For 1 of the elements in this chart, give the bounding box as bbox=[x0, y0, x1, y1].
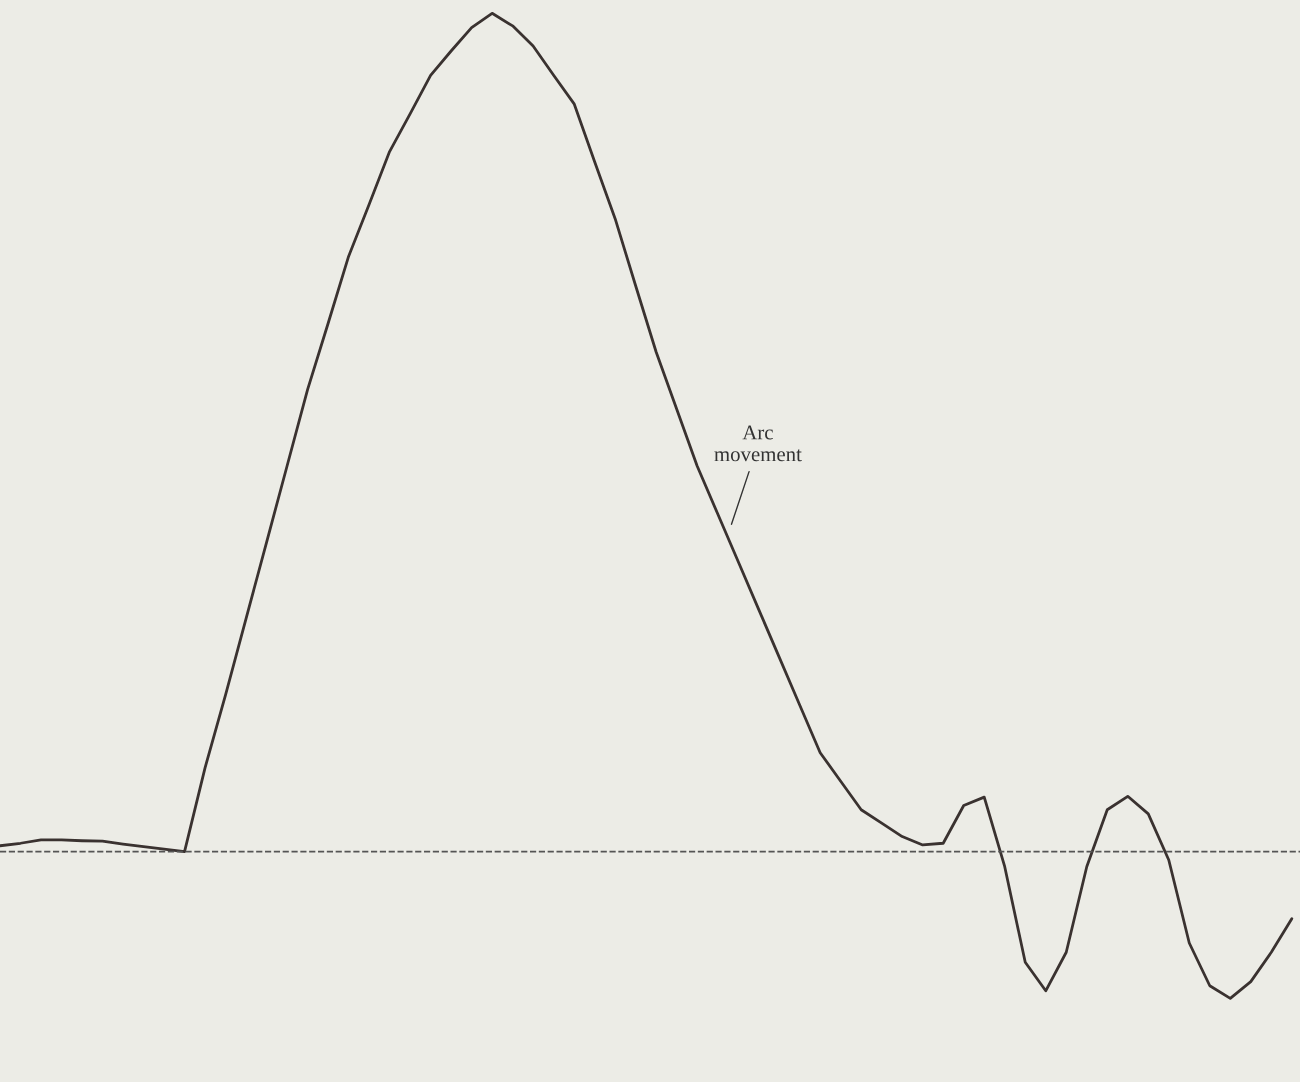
annotation: Arc movement bbox=[714, 425, 802, 462]
